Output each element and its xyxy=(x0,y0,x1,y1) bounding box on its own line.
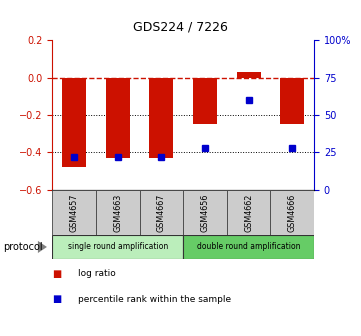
Polygon shape xyxy=(38,241,47,253)
Bar xyxy=(193,78,217,124)
Bar xyxy=(183,235,314,259)
Text: percentile rank within the sample: percentile rank within the sample xyxy=(78,295,231,303)
Text: GSM4666: GSM4666 xyxy=(288,194,297,232)
Bar xyxy=(183,190,227,235)
Text: protocol: protocol xyxy=(4,242,43,252)
Text: GSM4657: GSM4657 xyxy=(70,193,79,232)
Text: double round amplification: double round amplification xyxy=(197,243,300,251)
Text: GSM4667: GSM4667 xyxy=(157,193,166,232)
Bar xyxy=(106,78,130,158)
Bar xyxy=(227,190,270,235)
Bar xyxy=(52,190,96,235)
Bar xyxy=(270,190,314,235)
Text: GDS224 / 7226: GDS224 / 7226 xyxy=(133,20,228,34)
Text: ■: ■ xyxy=(52,294,62,304)
Text: ■: ■ xyxy=(52,269,62,279)
Text: single round amplification: single round amplification xyxy=(68,243,168,251)
Bar xyxy=(52,235,183,259)
Text: log ratio: log ratio xyxy=(78,269,116,278)
Text: GSM4663: GSM4663 xyxy=(113,194,122,232)
Bar xyxy=(237,72,261,78)
Text: GSM4662: GSM4662 xyxy=(244,193,253,232)
Bar xyxy=(140,190,183,235)
Bar xyxy=(96,190,140,235)
Bar xyxy=(280,78,304,124)
Text: GSM4656: GSM4656 xyxy=(200,193,209,232)
Bar xyxy=(149,78,173,158)
Bar xyxy=(62,78,86,167)
